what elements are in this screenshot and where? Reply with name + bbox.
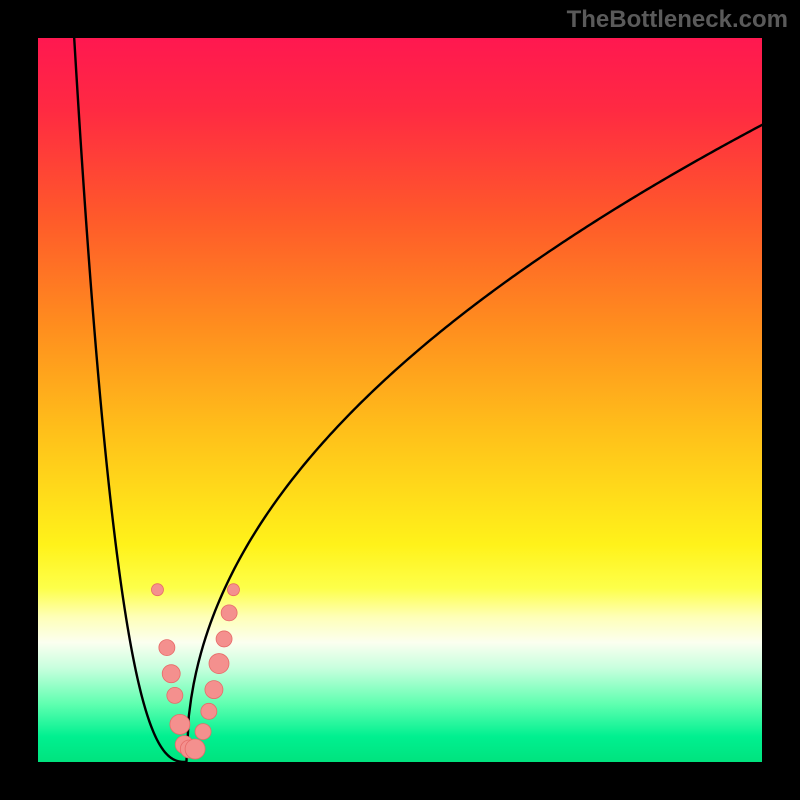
watermark-text: TheBottleneck.com <box>567 6 788 34</box>
data-marker <box>167 687 183 703</box>
data-marker <box>195 724 211 740</box>
data-marker <box>216 631 232 647</box>
data-marker <box>185 739 205 759</box>
gradient-background <box>38 38 762 762</box>
data-marker <box>227 584 239 596</box>
data-marker <box>221 605 237 621</box>
data-marker <box>209 654 229 674</box>
bottleneck-chart <box>38 38 762 762</box>
data-marker <box>205 681 223 699</box>
data-marker <box>151 584 163 596</box>
chart-container: TheBottleneck.com <box>0 0 800 800</box>
data-marker <box>201 703 217 719</box>
data-marker <box>170 714 190 734</box>
data-marker <box>162 665 180 683</box>
data-marker <box>159 640 175 656</box>
